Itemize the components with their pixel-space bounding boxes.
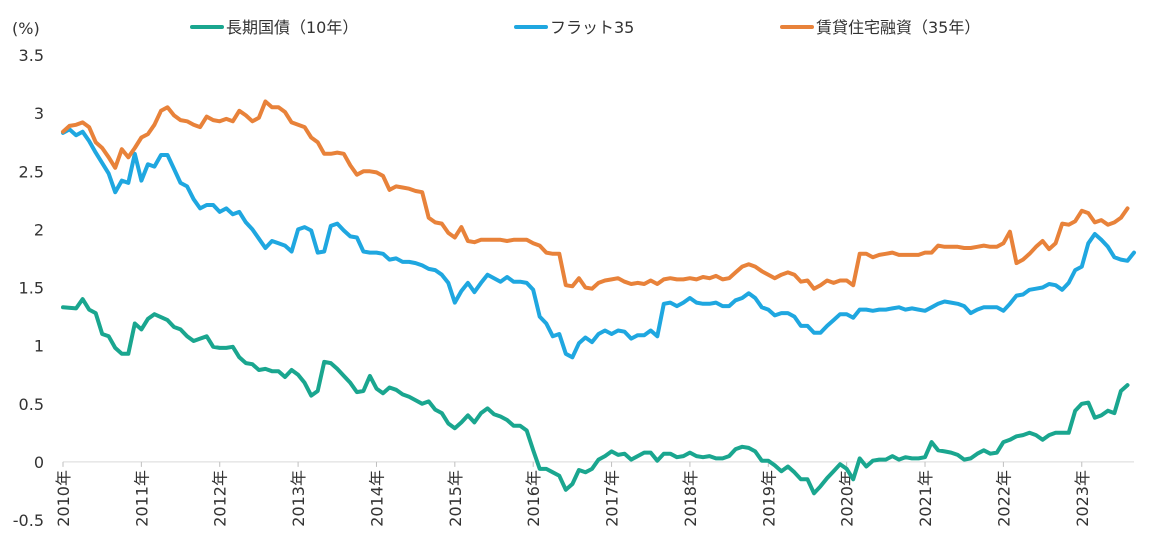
y-tick-label: 3: [34, 104, 44, 123]
series-lines: [61, 99, 1136, 496]
y-tick-label: 0.5: [19, 395, 44, 414]
x-tick-label: 2021年: [916, 470, 935, 527]
x-axis-ticks: 2010年 2011年 2012年 2013年 2014年 2015年 2016年 2017年…: [54, 461, 1092, 527]
y-tick-label: -0.5: [13, 511, 44, 530]
legend-label: 長期国債（10年）: [226, 18, 358, 37]
x-tick-label: 2023年: [1073, 470, 1092, 527]
x-tick-label: 2022年: [994, 470, 1013, 527]
x-tick-label: 2015年: [446, 470, 465, 527]
x-tick-label: 2020年: [838, 470, 857, 527]
x-tick-label: 2019年: [759, 470, 778, 527]
y-tick-label: 3.5: [19, 46, 44, 65]
y-tick-label: 2: [34, 220, 44, 239]
y-tick-label: 1: [34, 337, 44, 356]
y-tick-label: 0: [34, 453, 44, 472]
x-tick-label: 2011年: [132, 470, 151, 527]
y-tick-label: 2.5: [19, 162, 44, 181]
legend-label: 賃貸住宅融資（35年）: [816, 18, 980, 37]
x-tick-label: 2012年: [211, 470, 230, 527]
y-tick-label: 1.5: [19, 279, 44, 298]
x-tick-label: 2010年: [54, 470, 73, 527]
series-line-1: [61, 297, 1130, 496]
y-axis-ticks: -0.5 0 0.5 1 1.5 2 2.5 3 3.5: [13, 46, 44, 530]
x-tick-label: 2014年: [367, 470, 386, 527]
x-tick-label: 2013年: [289, 470, 308, 527]
legend: 長期国債（10年） フラット35 賃貸住宅融資（35年）: [190, 18, 980, 37]
legend-label: フラット35: [550, 18, 634, 37]
x-tick-label: 2016年: [524, 470, 543, 527]
series-line-3: [61, 99, 1130, 291]
x-tick-label: 2018年: [681, 470, 700, 527]
series-line-2: [61, 127, 1136, 360]
y-axis-label: (%): [12, 19, 40, 38]
x-tick-label: 2017年: [603, 470, 622, 527]
